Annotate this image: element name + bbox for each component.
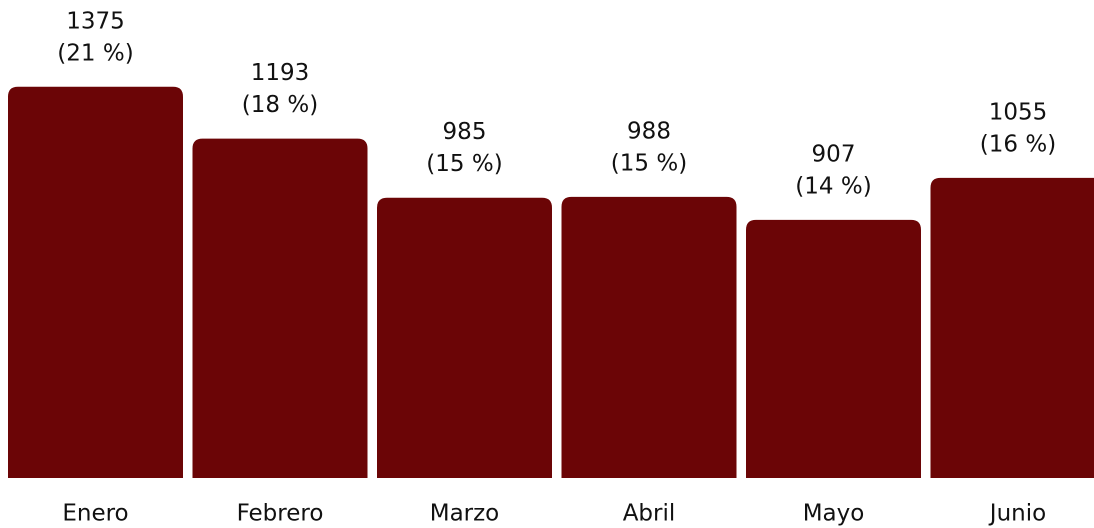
value-label: 1193 — [251, 60, 310, 86]
value-label: 985 — [443, 119, 487, 145]
value-label: 1375 — [66, 8, 125, 34]
value-label: 988 — [627, 118, 671, 144]
bar — [192, 138, 368, 478]
share-label: (15 %) — [611, 150, 687, 176]
value-label: 907 — [812, 141, 856, 167]
share-label: (21 %) — [57, 40, 133, 66]
x-tick-label: Febrero — [237, 501, 324, 527]
value-label: 1055 — [989, 99, 1048, 125]
x-tick-label: Enero — [62, 501, 128, 527]
share-label: (15 %) — [426, 151, 502, 177]
bar — [746, 219, 921, 479]
x-tick-label: Abril — [623, 501, 676, 527]
bar — [561, 196, 737, 478]
share-label: (18 %) — [242, 92, 318, 118]
bar — [8, 86, 183, 479]
x-tick-label: Marzo — [430, 501, 500, 527]
share-label: (14 %) — [795, 173, 871, 199]
bar — [377, 197, 552, 478]
x-tick-label: Mayo — [803, 501, 865, 527]
share-label: (16 %) — [980, 131, 1056, 157]
bar — [930, 177, 1094, 478]
x-tick-label: Junio — [988, 501, 1046, 527]
